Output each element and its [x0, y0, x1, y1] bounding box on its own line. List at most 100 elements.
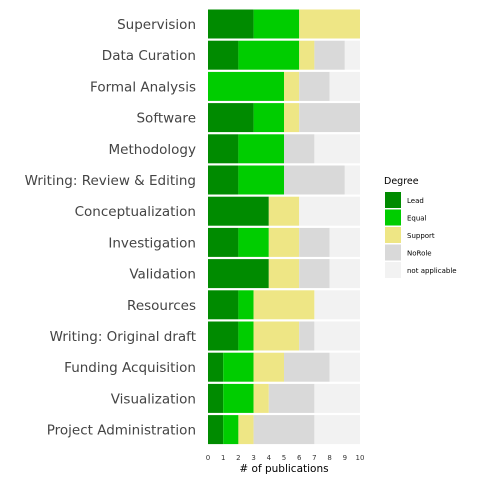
x-tick-label: 3	[251, 454, 255, 462]
category-label: Writing: Review & Editing	[25, 173, 196, 189]
legend-label: not applicable	[407, 267, 457, 275]
x-tick-label: 9	[343, 454, 347, 462]
bar-segment-equal	[223, 352, 254, 382]
bar-segment-norole	[284, 134, 315, 164]
bar-segment-support	[238, 415, 254, 445]
bar-segment-lead	[208, 40, 239, 70]
bar-segment-equal	[253, 103, 284, 133]
bar-segment-support	[253, 352, 284, 382]
bar-segment-support	[268, 227, 300, 257]
bar-segment-support	[268, 196, 300, 226]
bar-segment-norole	[284, 165, 345, 195]
bar-segment-not-applicable	[314, 321, 360, 351]
category-label: Conceptualization	[75, 204, 196, 220]
category-label: Writing: Original draft	[50, 329, 196, 345]
bar-segment-support	[284, 103, 300, 133]
x-tick-label: 7	[312, 454, 316, 462]
bar-segment-support	[253, 383, 269, 413]
bar-segment-not-applicable	[329, 227, 360, 257]
category-label: Software	[136, 111, 196, 127]
category-label: Project Administration	[47, 423, 196, 439]
bar-segment-not-applicable	[314, 415, 360, 445]
bar-segment-not-applicable	[344, 165, 360, 195]
bar-segment-support	[268, 259, 300, 289]
bar-segment-norole	[299, 259, 330, 289]
category-label: Funding Acquisition	[64, 360, 196, 376]
plot-area	[208, 9, 360, 445]
bar-segment-not-applicable	[299, 196, 360, 226]
x-tick-label: 4	[267, 454, 272, 462]
legend-label: Support	[407, 232, 435, 240]
category-label: Methodology	[109, 142, 196, 158]
bar-segment-norole	[268, 383, 315, 413]
bar-segment-norole	[299, 71, 330, 101]
bar-segment-equal	[238, 134, 284, 164]
legend-swatch	[385, 209, 401, 226]
x-tick-label: 5	[282, 454, 286, 462]
category-label: Resources	[127, 298, 196, 314]
bar-segment-lead	[208, 321, 239, 351]
legend-label: Equal	[407, 215, 427, 223]
bar-segment-lead	[208, 103, 254, 133]
category-label: Formal Analysis	[90, 79, 196, 95]
x-axis-title: # of publications	[239, 463, 328, 475]
category-label: Visualization	[111, 391, 196, 407]
bar-segment-lead	[208, 383, 224, 413]
x-axis-ticks: 0 1 2 3 4 5 6 7 8 9 10	[206, 454, 365, 462]
bar-segment-not-applicable	[314, 134, 360, 164]
category-label: Investigation	[108, 235, 196, 251]
category-labels: Supervision Data Curation Formal Analysis S…	[25, 17, 196, 439]
x-tick-label: 0	[206, 454, 210, 462]
category-label: Data Curation	[102, 48, 196, 64]
bar-segment-equal	[253, 9, 300, 39]
legend-label: NoRole	[407, 250, 432, 258]
legend-swatch	[385, 244, 401, 261]
bar-segment-lead	[208, 352, 224, 382]
x-tick-label: 8	[327, 454, 331, 462]
bar-segment-lead	[208, 259, 269, 289]
bar-segment-support	[253, 321, 300, 351]
bar-segment-lead	[208, 134, 239, 164]
bar-segment-equal	[238, 290, 254, 320]
bar-segment-equal	[238, 40, 300, 70]
bar-segment-support	[284, 71, 300, 101]
legend-swatch	[385, 227, 401, 243]
bar-segment-norole	[299, 321, 315, 351]
bar-segment-equal	[208, 71, 284, 101]
bar-segment-equal	[223, 383, 254, 413]
bar-segment-lead	[208, 165, 239, 195]
bar-segment-lead	[208, 227, 239, 257]
bar-segment-norole	[314, 40, 345, 70]
bar-segment-lead	[208, 9, 254, 39]
bar-segment-support	[253, 290, 315, 320]
x-tick-label: 1	[221, 454, 225, 462]
category-label: Validation	[129, 267, 196, 283]
bar-segment-equal	[223, 415, 239, 445]
bar-segment-not-applicable	[314, 383, 360, 413]
bar-segment-not-applicable	[329, 259, 360, 289]
bar-segment-not-applicable	[329, 352, 360, 382]
x-tick-label: 10	[356, 454, 365, 462]
category-label: Supervision	[117, 17, 196, 33]
bar-segment-lead	[208, 196, 269, 226]
bar-segment-not-applicable	[344, 40, 360, 70]
bar-segment-support	[299, 9, 360, 39]
bar-segment-equal	[238, 165, 284, 195]
bar-segment-not-applicable	[314, 290, 360, 320]
bar-segment-norole	[284, 352, 330, 382]
legend: Degree Lead Equal Support NoRole not applica…	[384, 176, 457, 278]
bar-segment-equal	[238, 321, 254, 351]
bar-segment-support	[299, 40, 315, 70]
legend-label: Lead	[407, 197, 424, 205]
bar-segment-norole	[299, 103, 360, 133]
bar-segment-equal	[238, 227, 269, 257]
legend-items: Lead Equal Support NoRole not applicable	[385, 192, 457, 278]
bar-segment-norole	[299, 227, 330, 257]
bar-segment-lead	[208, 290, 239, 320]
bar-segment-norole	[253, 415, 315, 445]
x-tick-label: 2	[236, 454, 240, 462]
x-tick-label: 6	[297, 454, 302, 462]
bar-segment-not-applicable	[329, 71, 360, 101]
legend-swatch	[385, 192, 401, 208]
